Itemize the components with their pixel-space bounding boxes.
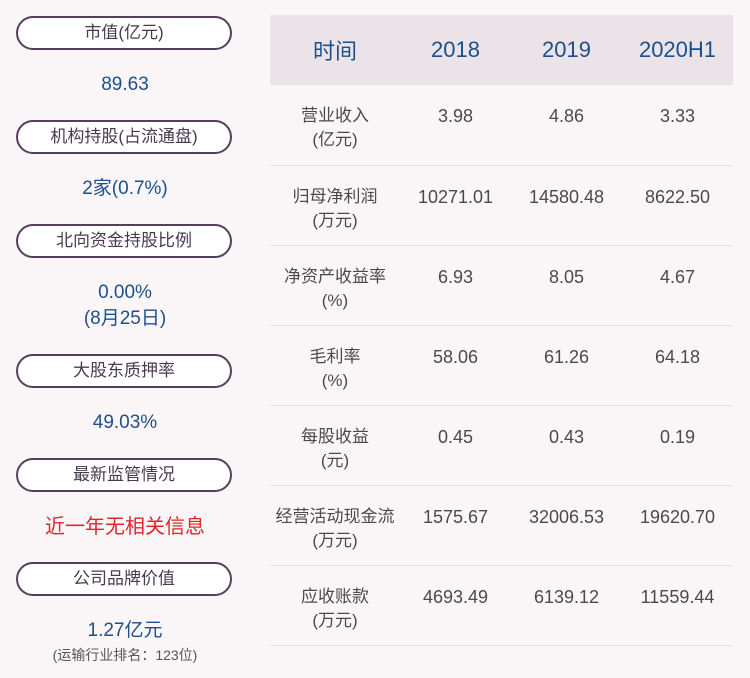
row-label-name: 毛利率 xyxy=(309,346,361,366)
northbound-ratio-label: 北向资金持股比例 xyxy=(16,224,232,258)
row-label-unit: (%) xyxy=(321,370,349,390)
row-label-name: 每股收益 xyxy=(301,426,369,446)
cell-value: 1575.67 xyxy=(400,485,511,566)
cell-value: 8.05 xyxy=(511,245,622,326)
cell-value: 4.67 xyxy=(622,245,733,326)
header-time: 时间 xyxy=(312,39,357,64)
table-row: 经营活动现金流 (万元) 1575.67 32006.53 19620.70 xyxy=(270,485,733,566)
cell-value: 3.33 xyxy=(622,85,733,166)
pledge-ratio-value: 49.03% xyxy=(92,412,158,433)
cell-value: 6139.12 xyxy=(511,565,622,646)
table-header-row: 时间 2018 2019 2020H1 xyxy=(270,15,733,85)
brand-value-label: 公司品牌价值 xyxy=(16,562,232,596)
row-label-name: 净资产收益率 xyxy=(284,266,386,286)
cell-value: 10271.01 xyxy=(400,165,511,246)
cell-value: 61.26 xyxy=(511,325,622,406)
left-summary-panel: 市值(亿元) 89.63 机构持股(占流通盘) 2家(0.7%) 北向资金持股比… xyxy=(0,0,250,678)
cell-value: 0.45 xyxy=(400,405,511,486)
table-row: 净资产收益率 (%) 6.93 8.05 4.67 xyxy=(270,245,733,326)
header-2020h1: 2020H1 xyxy=(638,37,717,62)
row-label: 营业收入 (亿元) xyxy=(270,85,400,166)
regulation-label: 最新监管情况 xyxy=(16,458,232,492)
cell-value: 11559.44 xyxy=(622,565,733,646)
cell-value: 19620.70 xyxy=(622,485,733,566)
row-label: 应收账款 (万元) xyxy=(270,565,400,646)
table-row: 应收账款 (万元) 4693.49 6139.12 11559.44 xyxy=(270,565,733,646)
row-label-unit: (%) xyxy=(321,290,349,310)
row-label: 净资产收益率 (%) xyxy=(270,245,400,326)
row-label-unit: (元) xyxy=(320,450,350,470)
cell-value: 4693.49 xyxy=(400,565,511,646)
cell-value: 32006.53 xyxy=(511,485,622,566)
brand-rank-note: (运输行业排名：123位) xyxy=(52,647,198,663)
row-label: 经营活动现金流 (万元) xyxy=(270,485,400,566)
financial-table: 时间 2018 2019 2020H1 营业收入 (亿元) 3.98 4.86 3… xyxy=(270,15,733,646)
row-label: 毛利率 (%) xyxy=(270,325,400,406)
cell-value: 64.18 xyxy=(622,325,733,406)
institution-holding-value: 2家(0.7%) xyxy=(82,178,168,199)
header-2018: 2018 xyxy=(431,37,480,62)
row-label: 每股收益 (元) xyxy=(270,405,400,486)
row-label-name: 应收账款 xyxy=(301,586,369,606)
row-label-unit: (亿元) xyxy=(312,130,358,149)
regulation-value: 近一年无相关信息 xyxy=(45,516,205,538)
cell-value: 6.93 xyxy=(400,245,511,326)
cell-value: 14580.48 xyxy=(511,165,622,246)
cell-value: 8622.50 xyxy=(622,165,733,246)
cell-value: 0.43 xyxy=(511,405,622,486)
row-label: 归母净利润 (万元) xyxy=(270,165,400,246)
institution-holding-label: 机构持股(占流通盘) xyxy=(16,120,232,154)
pledge-ratio-label: 大股东质押率 xyxy=(16,354,232,388)
cell-value: 3.98 xyxy=(400,85,511,166)
table-row: 归母净利润 (万元) 10271.01 14580.48 8622.50 xyxy=(270,165,733,246)
table-row: 毛利率 (%) 58.06 61.26 64.18 xyxy=(270,325,733,406)
row-label-unit: (万元) xyxy=(312,530,358,550)
table-row: 营业收入 (亿元) 3.98 4.86 3.33 xyxy=(270,85,733,166)
row-label-name: 归母净利润 xyxy=(292,186,378,206)
cell-value: 0.19 xyxy=(622,405,733,486)
brand-value-value: 1.27亿元 xyxy=(87,620,163,641)
northbound-ratio-value: 0.00% xyxy=(98,282,152,303)
row-label-name: 营业收入 xyxy=(301,106,369,125)
market-cap-label: 市值(亿元) xyxy=(16,16,232,50)
row-label-name: 经营活动现金流 xyxy=(275,506,395,526)
northbound-ratio-date: (8月25日) xyxy=(83,308,167,329)
cell-value: 4.86 xyxy=(511,85,622,166)
market-cap-value: 89.63 xyxy=(101,74,149,95)
header-2019: 2019 xyxy=(542,37,591,62)
cell-value: 58.06 xyxy=(400,325,511,406)
row-label-unit: (万元) xyxy=(312,610,358,630)
row-label-unit: (万元) xyxy=(312,210,358,230)
table-row: 每股收益 (元) 0.45 0.43 0.19 xyxy=(270,405,733,486)
